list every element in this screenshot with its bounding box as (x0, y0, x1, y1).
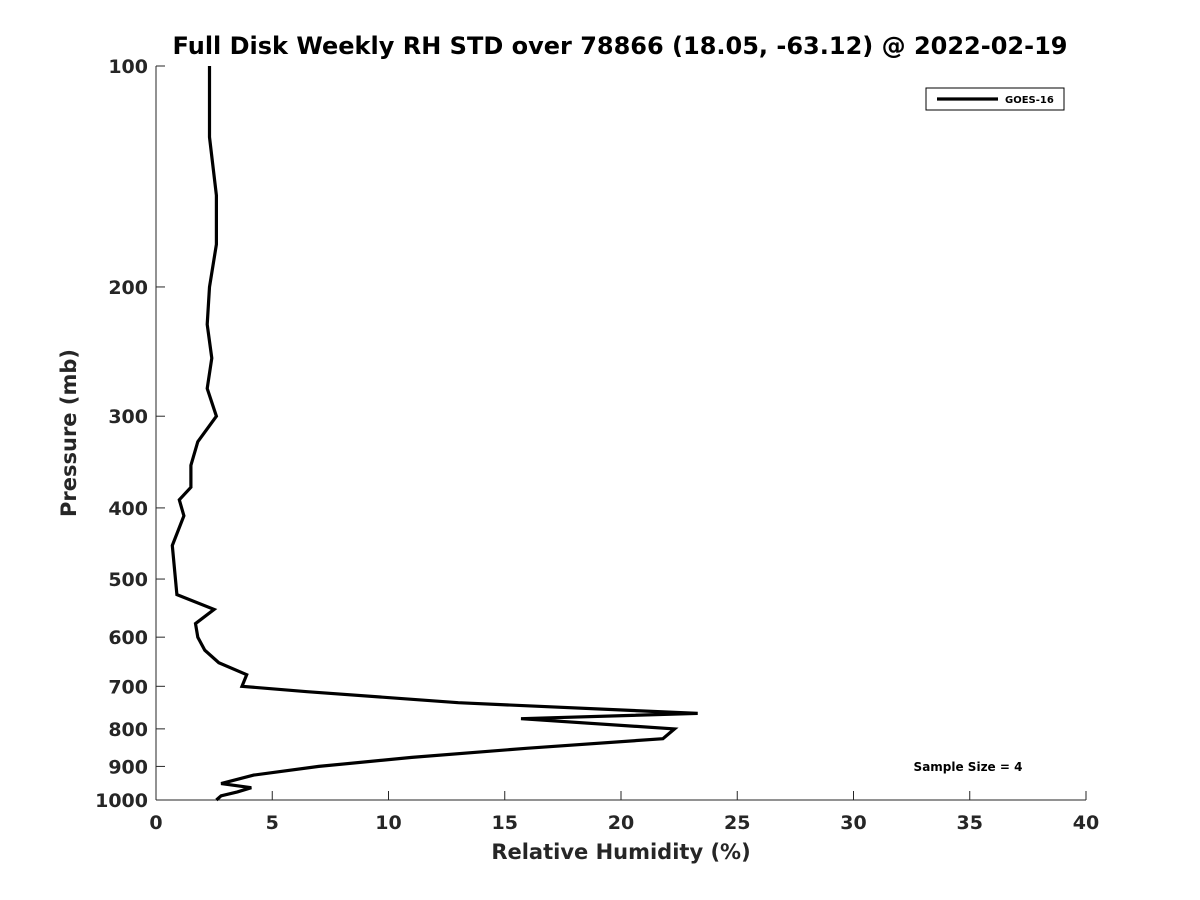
x-tick-label: 20 (608, 812, 634, 834)
sample-size-annotation: Sample Size = 4 (914, 760, 1023, 774)
y-tick-label: 1000 (95, 790, 148, 812)
y-tick-label: 600 (108, 627, 148, 649)
x-tick-label: 15 (492, 812, 518, 834)
y-tick-label: 400 (108, 498, 148, 520)
y-tick-label: 300 (108, 406, 148, 428)
y-tick-label: 100 (108, 56, 148, 78)
y-tick-label: 500 (108, 569, 148, 591)
x-tick-label: 0 (149, 812, 162, 834)
legend-label-goes16: GOES-16 (1005, 95, 1054, 106)
y-axis-label: Pressure (mb) (57, 349, 81, 517)
x-tick-label: 40 (1073, 812, 1099, 834)
x-tick-label: 35 (957, 812, 983, 834)
y-tick-label: 900 (108, 756, 148, 778)
y-axis-ticks: 100 200 300 400 500 600 700 800 900 1000 (95, 56, 165, 812)
y-tick-label: 700 (108, 676, 148, 698)
series-line-goes16 (170, 66, 698, 802)
y-tick-label: 200 (108, 277, 148, 299)
x-tick-label: 5 (266, 812, 279, 834)
x-axis-ticks: 0 5 10 15 20 25 30 35 40 (149, 791, 1099, 834)
x-axis-label: Relative Humidity (%) (491, 840, 750, 864)
x-tick-label: 10 (375, 812, 401, 834)
y-tick-label: 800 (108, 719, 148, 741)
chart-title: Full Disk Weekly RH STD over 78866 (18.0… (173, 32, 1068, 60)
legend: GOES-16 (925, 87, 1065, 111)
x-tick-label: 25 (724, 812, 750, 834)
x-tick-label: 30 (840, 812, 866, 834)
